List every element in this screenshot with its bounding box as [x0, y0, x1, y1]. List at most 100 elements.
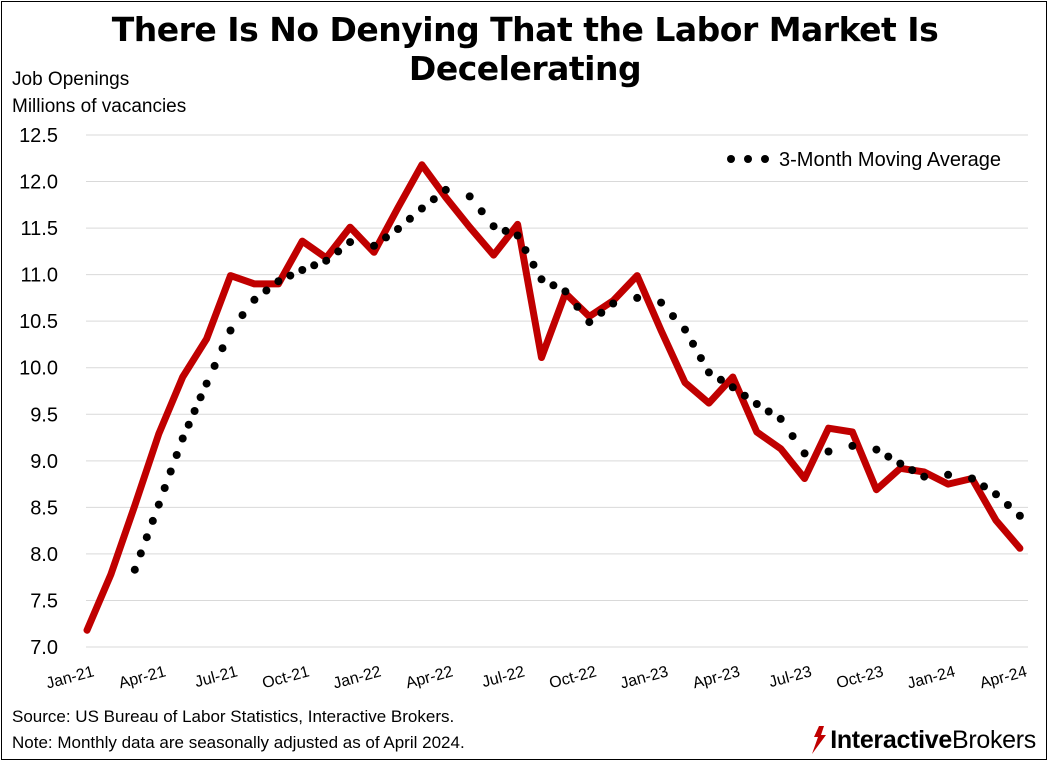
- legend-label: 3-Month Moving Average: [779, 149, 1001, 171]
- legend-marker-dot: [744, 155, 752, 163]
- y-tick-label: 12.0: [19, 172, 58, 194]
- moving-average-dot: [669, 312, 677, 321]
- x-tick-label: Oct-21: [261, 663, 312, 692]
- logo-text: InteractiveBrokers: [830, 725, 1036, 754]
- x-tick-label: Jul-22: [480, 663, 527, 691]
- moving-average-dot: [549, 281, 558, 290]
- x-tick-label: Apr-23: [691, 663, 742, 692]
- moving-average-dot: [529, 260, 538, 269]
- moving-average-dot: [250, 295, 259, 304]
- y-axis-label-line2: Millions of vacancies: [12, 96, 187, 117]
- moving-average-dot: [689, 339, 697, 348]
- y-tick-label: 11.0: [21, 265, 58, 287]
- moving-average-dot: [154, 500, 163, 509]
- legend-marker-dot: [727, 155, 735, 163]
- y-tick-label: 12.5: [19, 125, 58, 147]
- y-tick-label: 10.5: [19, 311, 58, 333]
- x-tick-label: Oct-23: [835, 663, 886, 692]
- moving-average-dot: [178, 434, 187, 443]
- moving-average-dot: [489, 222, 498, 231]
- x-tick-label: Oct-22: [548, 663, 599, 692]
- moving-average-dot: [573, 302, 582, 311]
- moving-average-dot: [429, 195, 438, 204]
- moving-average-dot: [405, 214, 414, 223]
- moving-average-dot: [465, 192, 474, 201]
- moving-average-dot: [417, 204, 426, 213]
- moving-average-dot: [884, 452, 893, 461]
- moving-average-dot: [394, 225, 402, 233]
- job-openings-line: [83, 161, 1024, 634]
- moving-average-dot: [597, 308, 606, 317]
- moving-average-dot: [657, 298, 666, 307]
- moving-average-dot: [968, 474, 976, 483]
- moving-average-dot: [561, 287, 570, 296]
- y-tick-label: 11.5: [21, 218, 58, 240]
- moving-average-dot: [262, 286, 271, 295]
- moving-average-dot: [382, 233, 390, 242]
- y-tick-label: 7.5: [30, 590, 58, 612]
- moving-average-dot: [226, 326, 235, 335]
- moving-average-dot: [776, 414, 785, 423]
- moving-average-dot: [848, 441, 857, 450]
- x-tick-label: Apr-21: [117, 663, 168, 692]
- moving-average-dot: [218, 344, 227, 353]
- y-axis-label-line1: Job Openings: [12, 69, 130, 90]
- interactive-brokers-logo: InteractiveBrokers: [808, 724, 1036, 756]
- moving-average-dot: [585, 318, 594, 327]
- moving-average-dot: [800, 449, 809, 458]
- moving-average-dot: [286, 271, 295, 280]
- moving-average-dot: [310, 261, 319, 270]
- moving-average-dot: [716, 375, 725, 384]
- chart-title: There Is No Denying That the Labor Marke…: [111, 10, 939, 88]
- moving-average-dot: [740, 391, 749, 400]
- moving-average-dot: [190, 407, 199, 415]
- moving-average-dot: [274, 277, 283, 286]
- moving-average-dot: [202, 379, 211, 388]
- moving-average-dot: [130, 565, 139, 574]
- x-tick-label: Jul-21: [193, 663, 240, 691]
- y-tick-label: 7.0: [30, 637, 58, 659]
- y-tick-label: 8.5: [30, 497, 58, 519]
- moving-average-dot: [184, 420, 193, 429]
- moving-average-dot: [788, 432, 797, 441]
- gridlines: [86, 134, 1028, 648]
- moving-average-dot: [334, 247, 343, 256]
- y-tick-labels: 12.5 12.0 11.5 11.0 10.5 10.0 9.5 9.0 8.5 8.0 7.5 7…: [19, 125, 58, 659]
- moving-average-dot: [944, 470, 953, 479]
- moving-average-dot: [298, 266, 307, 274]
- moving-average-dot: [501, 226, 510, 235]
- moving-average-dot: [696, 354, 705, 363]
- moving-average-dot: [920, 472, 929, 481]
- moving-average-dot: [896, 459, 905, 468]
- moving-average-dot: [160, 484, 169, 492]
- x-tick-label: Jan-21: [44, 663, 96, 692]
- x-tick-label: Jul-23: [767, 663, 814, 691]
- moving-average-series: [130, 185, 1024, 574]
- moving-average-dot: [872, 445, 881, 454]
- source-note: Source: US Bureau of Labor Statistics, I…: [12, 707, 455, 726]
- y-tick-label: 9.0: [30, 451, 58, 473]
- moving-average-dot: [521, 246, 530, 255]
- moving-average-dot: [513, 231, 522, 240]
- moving-average-dot: [322, 256, 331, 265]
- moving-average-dot: [537, 275, 546, 284]
- moving-average-dot: [441, 185, 450, 194]
- moving-average-dot: [142, 533, 151, 542]
- y-tick-label: 9.5: [30, 404, 58, 426]
- x-tick-label: Jan-23: [618, 663, 670, 692]
- y-tick-label: 10.0: [19, 358, 58, 380]
- moving-average-dot: [980, 482, 988, 491]
- moving-average-dot: [992, 490, 1000, 499]
- moving-average-dot: [609, 299, 618, 308]
- moving-average-dot: [633, 293, 642, 302]
- x-tick-label: Jan-22: [331, 663, 383, 692]
- moving-average-dot: [1003, 501, 1012, 509]
- moving-average-dot: [752, 400, 761, 408]
- moving-average-dot: [704, 368, 713, 377]
- legend-marker-dot: [761, 155, 769, 163]
- moving-average-dot: [172, 451, 181, 459]
- moving-average-dot: [136, 549, 145, 558]
- x-tick-label: Apr-22: [404, 663, 455, 692]
